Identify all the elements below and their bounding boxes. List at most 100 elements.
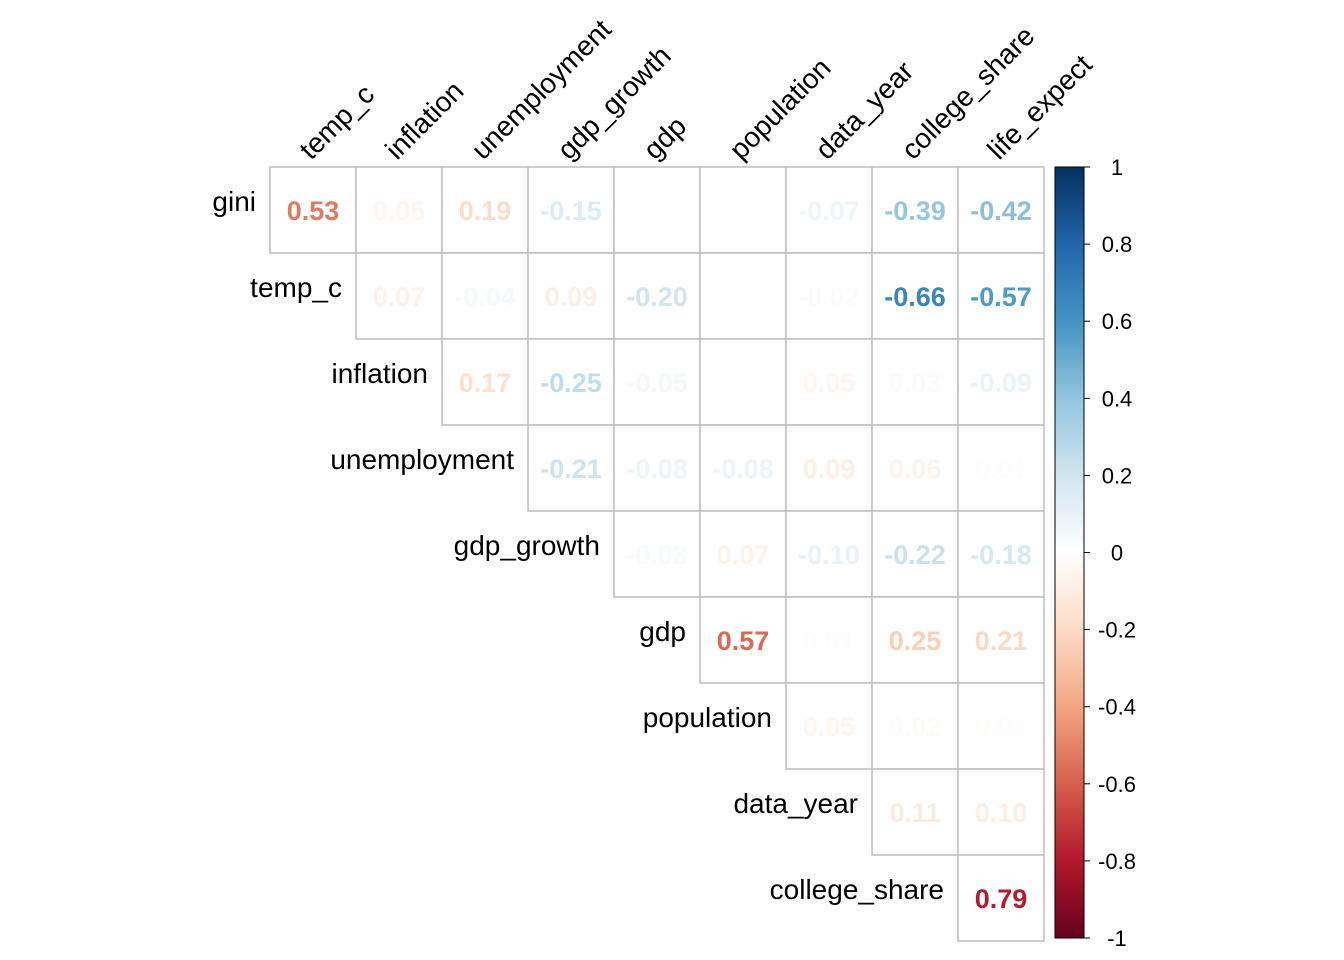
- matrix-cell: [355, 166, 443, 254]
- colorbar-tick-label: -0.6: [1098, 772, 1136, 797]
- cell-value: -0.57: [970, 282, 1032, 312]
- cell-value: 0.01: [975, 712, 1028, 742]
- row-label: gini: [212, 186, 256, 217]
- matrix-cell: [527, 338, 615, 426]
- matrix-cell: [785, 682, 873, 770]
- matrix-cell: [871, 166, 959, 254]
- cell-value: -0.09: [970, 368, 1032, 398]
- cell-value: -0.10: [798, 540, 860, 570]
- cell-value: 0.09: [803, 454, 856, 484]
- cell-value: 0.19: [459, 196, 512, 226]
- cell-value: -0.18: [970, 540, 1032, 570]
- cell-value: -0.05: [626, 368, 688, 398]
- cell-value: 0.09: [545, 282, 598, 312]
- cell-value: 0.03: [889, 368, 942, 398]
- row-label: college_share: [770, 874, 944, 905]
- matrix-cell: [699, 166, 787, 254]
- matrix-cell: [785, 338, 873, 426]
- matrix-cell: [699, 424, 787, 512]
- colorbar-tick-label: 0.4: [1102, 386, 1133, 411]
- cell-value: 0.06: [889, 454, 942, 484]
- matrix-cell: [699, 596, 787, 684]
- cell-value: 0.11: [889, 798, 940, 828]
- cell-value: 0.00: [717, 368, 770, 398]
- matrix-cell: [613, 510, 701, 598]
- matrix-cell: [871, 338, 959, 426]
- cell-value: -0.03: [626, 540, 688, 570]
- cell-value: 0.79: [975, 884, 1028, 914]
- row-label: unemployment: [330, 444, 514, 475]
- matrix-cell: [957, 424, 1045, 512]
- cell-value: 0.05: [803, 368, 856, 398]
- colorbar-tick-label: 1: [1111, 155, 1123, 180]
- column-labels: temp_c inflationunemploymentgdp_growthgdp…: [293, 13, 1098, 165]
- colorbar-tick-label: 0: [1111, 541, 1123, 566]
- cell-value: 0.05: [373, 196, 426, 226]
- matrix-cell: [785, 596, 873, 684]
- cell-value: -0.08: [712, 454, 774, 484]
- column-label: inflation: [379, 75, 469, 165]
- cell-value: 0.57: [717, 626, 770, 656]
- colorbar-gradient: [1054, 166, 1085, 939]
- cell-value: -0.20: [626, 282, 688, 312]
- cell-value: 0.02: [889, 712, 942, 742]
- cell-value: 0.00: [631, 196, 684, 226]
- matrix-cell: [441, 338, 529, 426]
- row-label: inflation: [331, 358, 428, 389]
- cell-value: 0.25: [889, 626, 942, 656]
- cell-value: 0.07: [717, 540, 770, 570]
- matrix-cell: [699, 252, 787, 340]
- row-label: data_year: [733, 788, 858, 819]
- matrix-cell: [957, 768, 1045, 856]
- cell-value: 0.00: [717, 196, 770, 226]
- cell-value: -0.07: [798, 196, 860, 226]
- row-labels: gini temp_c inflation unemployment gdp_growt…: [212, 186, 944, 905]
- colorbar-tick-label: -1: [1107, 926, 1127, 951]
- cell-value: -0.02: [798, 282, 860, 312]
- cell-value: -0.22: [884, 540, 946, 570]
- matrix-cell: [957, 252, 1045, 340]
- color-legend: 1 0.8 0.6 0.4 0.2 0 -0.2 -0.4 -0.6 -0.8 -1: [1054, 155, 1136, 951]
- cell-value: 0.01: [803, 626, 856, 656]
- matrix-cell: [957, 854, 1045, 942]
- matrix-cell: [527, 252, 615, 340]
- cell-value: -0.39: [884, 196, 946, 226]
- cell-value: 0.53: [287, 196, 340, 226]
- cell-value: 0.10: [975, 798, 1028, 828]
- cell-value: -0.66: [884, 282, 946, 312]
- cell-value: -0.21: [540, 454, 602, 484]
- matrix-cell: [957, 338, 1045, 426]
- cell-value: -0.04: [454, 282, 516, 312]
- matrix-cells: 0.53 0.05 0.19 -0.15 0.00 0.00 -0.07 -0.39 -0.42…: [269, 166, 1045, 942]
- row-label: gdp: [639, 616, 686, 647]
- matrix-cell: [785, 424, 873, 512]
- cell-value: 0.07: [373, 282, 426, 312]
- matrix-cell: [613, 338, 701, 426]
- colorbar-tick-label: -0.2: [1098, 618, 1136, 643]
- matrix-cell: [871, 768, 959, 856]
- matrix-cell: [527, 424, 615, 512]
- cell-value: -0.15: [540, 196, 602, 226]
- matrix-cell: [699, 338, 787, 426]
- column-label: temp_c: [293, 78, 380, 165]
- matrix-cell: [957, 682, 1045, 770]
- colorbar-tick-label: 0.6: [1102, 309, 1133, 334]
- column-label: gdp: [637, 110, 692, 165]
- row-label: gdp_growth: [454, 530, 600, 561]
- matrix-cell: [355, 252, 443, 340]
- cell-value: 0.00: [717, 282, 770, 312]
- matrix-cell: [957, 596, 1045, 684]
- matrix-cell: [871, 252, 959, 340]
- cell-value: 0.17: [459, 368, 512, 398]
- colorbar-tick-label: 0.2: [1102, 463, 1133, 488]
- cell-value: 0.21: [975, 626, 1028, 656]
- row-label: population: [643, 702, 772, 733]
- matrix-cell: [441, 166, 529, 254]
- colorbar-tick-label: 0.8: [1102, 232, 1133, 257]
- cell-value: -0.42: [970, 196, 1032, 226]
- colorbar-tick-label: -0.4: [1098, 695, 1136, 720]
- cell-value: 0.05: [803, 712, 856, 742]
- cell-value: -0.08: [626, 454, 688, 484]
- colorbar-tick-label: -0.8: [1098, 849, 1136, 874]
